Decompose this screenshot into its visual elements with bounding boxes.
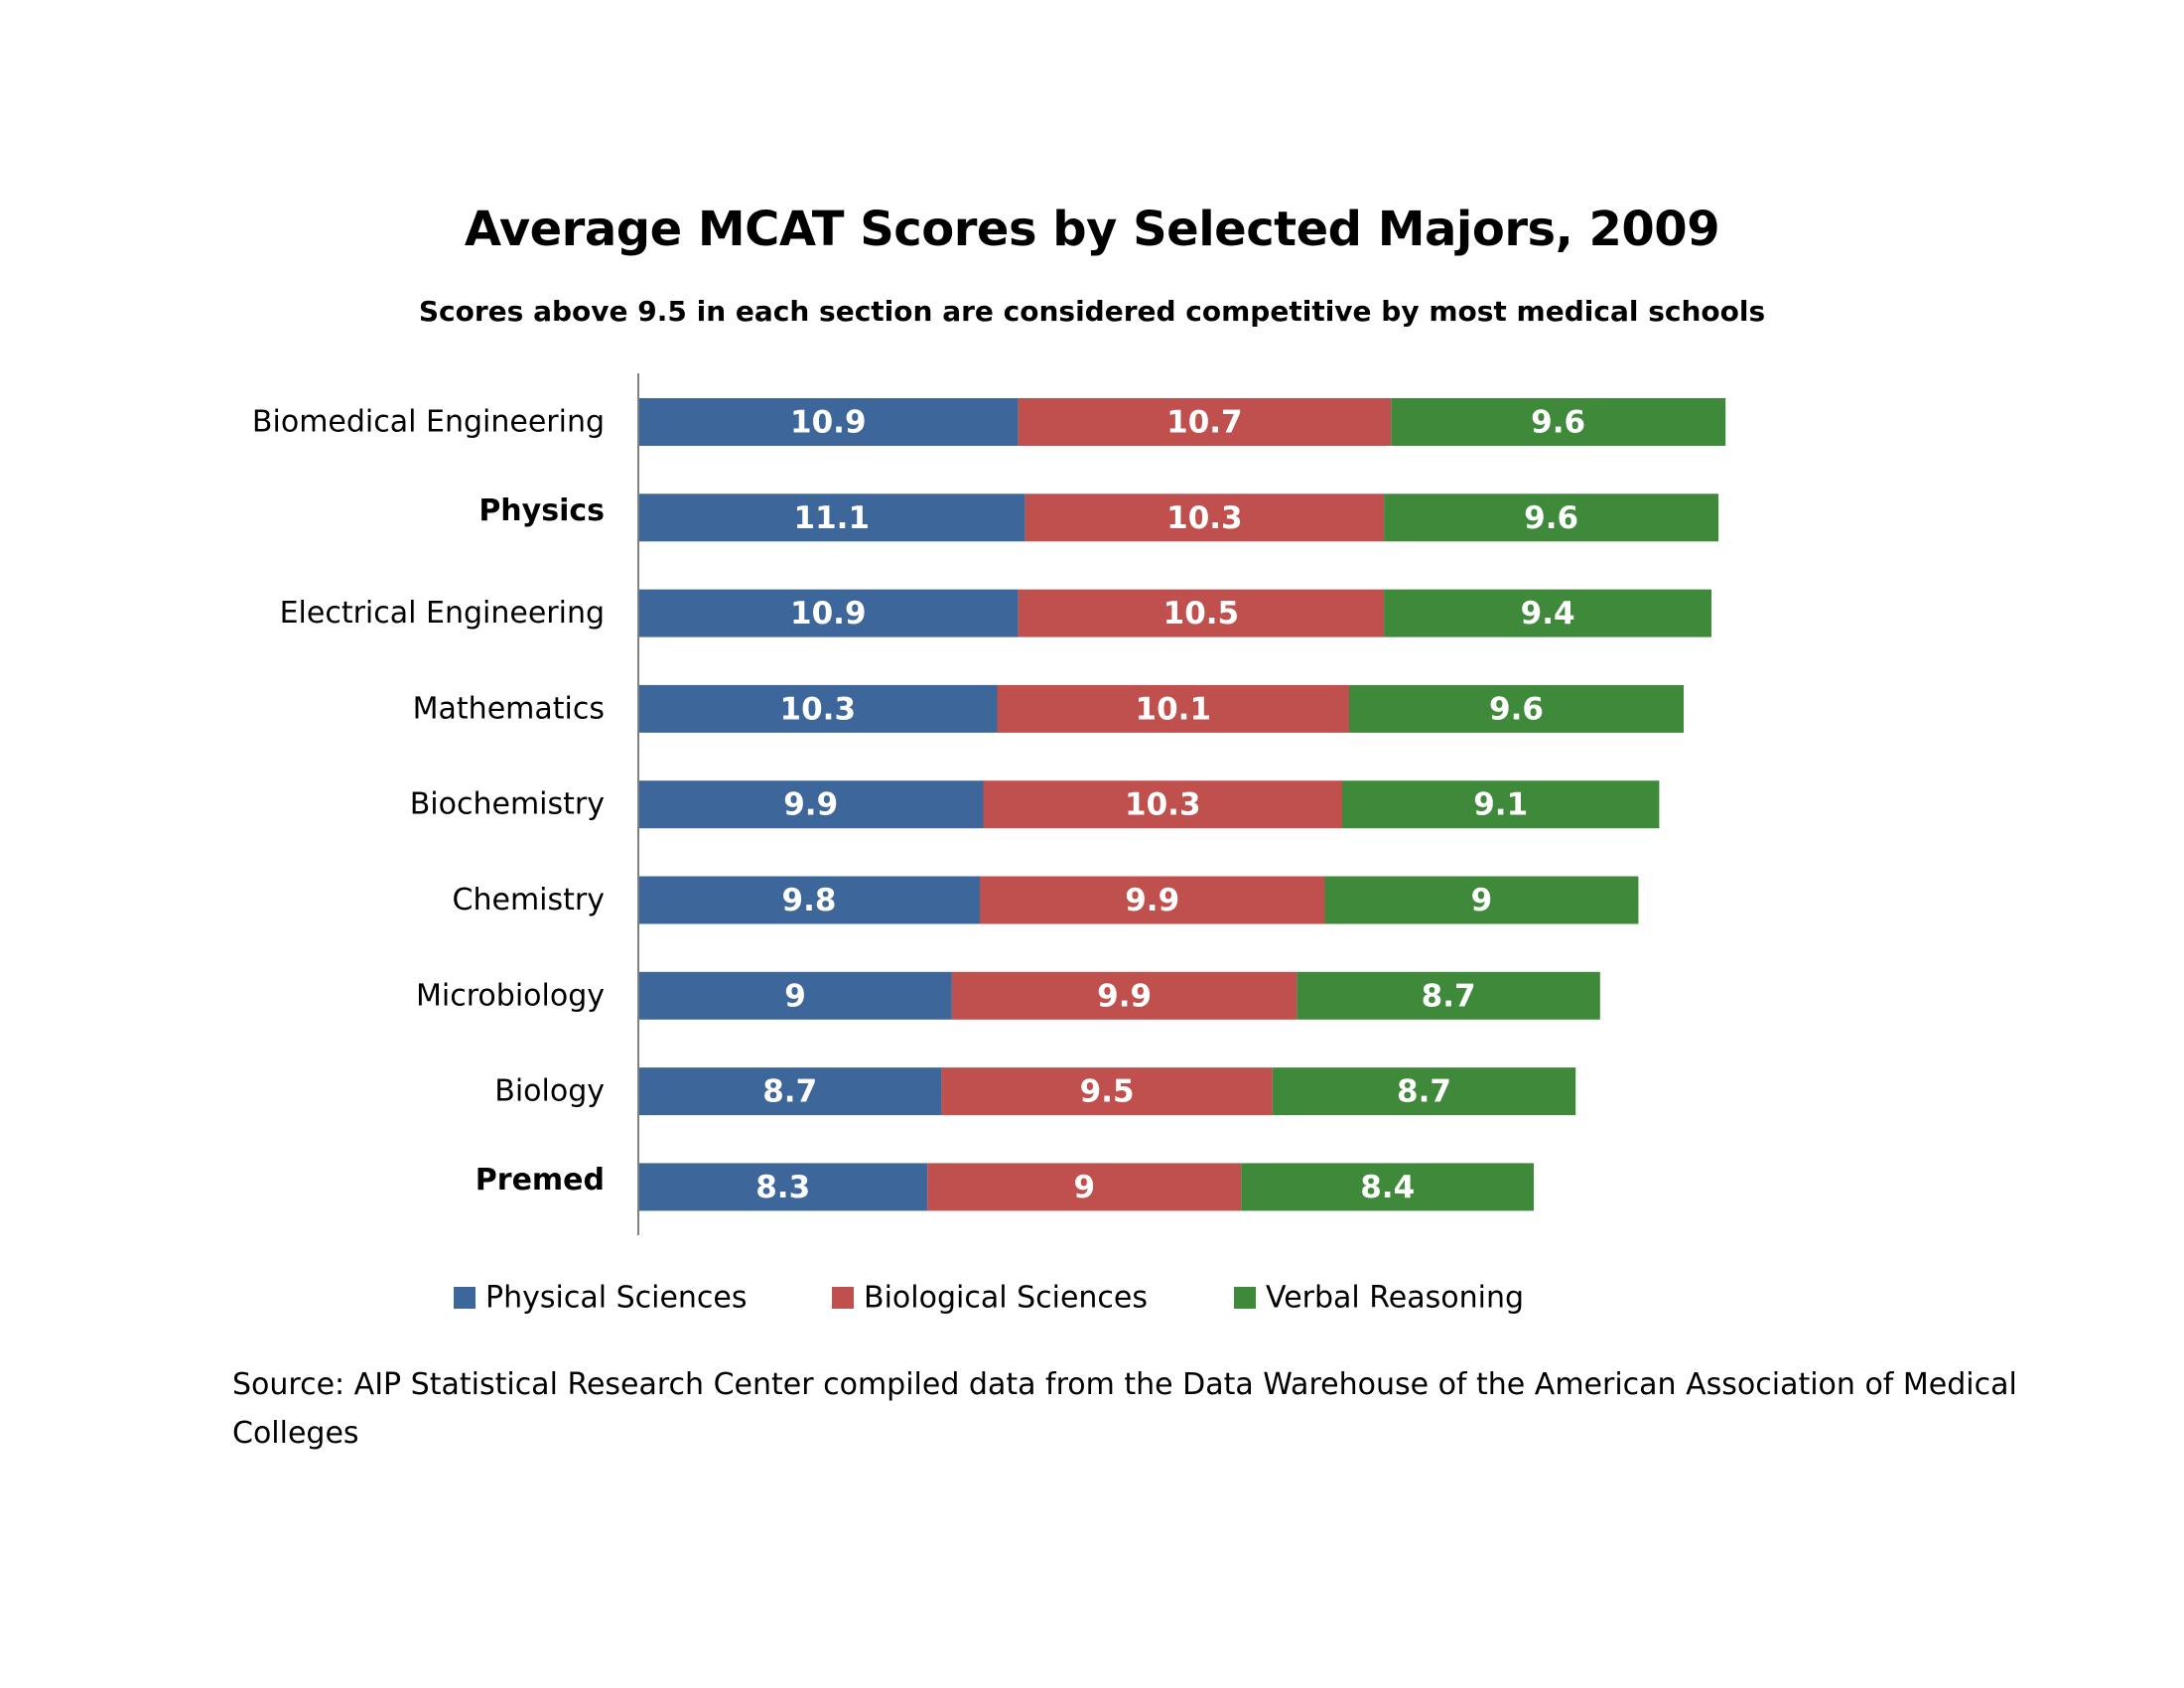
bar-physical-sciences-microbiology [638,971,952,1020]
bar-biological-sciences-biomedical-engineering [1018,398,1392,446]
bar-physical-sciences-physics [638,493,1025,542]
bar-verbal-reasoning-biomedical-engineering [1391,398,1726,446]
data-label-verbal-reasoning-microbiology: 8.7 [1422,978,1476,1014]
data-label-verbal-reasoning-physics: 9.6 [1524,500,1578,536]
data-label-physical-sciences-mathematics: 10.3 [780,691,857,727]
data-label-physical-sciences-biomedical-engineering: 10.9 [790,405,867,441]
bar-biological-sciences-chemistry [980,876,1325,924]
bar-physical-sciences-biomedical-engineering [638,398,1019,446]
data-label-physical-sciences-chemistry: 9.8 [782,883,837,918]
data-label-biological-sciences-biology: 9.5 [1080,1074,1135,1110]
category-label-chemistry: Chemistry [453,883,605,917]
data-label-verbal-reasoning-biology: 8.7 [1397,1074,1451,1110]
category-label-microbiology: Microbiology [416,978,605,1013]
data-label-verbal-reasoning-biochemistry: 9.1 [1473,787,1528,823]
data-label-verbal-reasoning-chemistry: 9 [1471,883,1493,918]
bar-biological-sciences-biochemistry [983,780,1342,829]
bar-physical-sciences-premed [638,1163,928,1211]
category-label-biochemistry: Biochemistry [410,787,605,822]
data-label-verbal-reasoning-biomedical-engineering: 9.6 [1531,405,1585,441]
data-label-biological-sciences-microbiology: 9.9 [1097,978,1152,1014]
data-label-physical-sciences-physics: 11.1 [794,500,871,536]
stacked-bar-chart: 10.9 10.7 9.6 11.1 10.3 9.6 10.9 10.5 9.4 10.3 10.… [252,373,1726,1316]
data-label-biological-sciences-biomedical-engineering: 10.7 [1166,405,1243,441]
category-label-physics: Physics [478,493,605,528]
bar-biological-sciences-biology [941,1067,1273,1116]
data-label-biological-sciences-premed: 9 [1074,1170,1096,1205]
source-note: Source: AIP Statistical Research Center … [232,1367,2017,1451]
bar-biological-sciences-physics [1024,493,1385,542]
bar-biological-sciences-microbiology [951,971,1297,1020]
bar-verbal-reasoning-biology [1272,1067,1576,1116]
bar-physical-sciences-chemistry [638,876,980,924]
bar-verbal-reasoning-chemistry [1324,876,1639,924]
legend-label-biological-sciences: Biological Sciences [864,1281,1148,1316]
legend-swatch-verbal-reasoning [1234,1287,1256,1309]
legend-swatch-biological-sciences [832,1287,854,1309]
data-label-biological-sciences-mathematics: 10.1 [1136,691,1212,727]
data-label-biological-sciences-biochemistry: 10.3 [1125,787,1201,823]
data-label-physical-sciences-electrical-engineering: 10.9 [790,596,867,632]
bar-physical-sciences-electrical-engineering [638,589,1019,637]
data-label-biological-sciences-electrical-engineering: 10.5 [1163,596,1240,632]
legend: Physical Sciences Biological Sciences Verb… [454,1281,1524,1316]
legend-label-physical-sciences: Physical Sciences [485,1281,748,1316]
category-label-mathematics: Mathematics [413,691,605,726]
bars-layer: 10.9 10.7 9.6 11.1 10.3 9.6 10.9 10.5 9.4 10.3 10.… [638,398,1726,1211]
bar-physical-sciences-biochemistry [638,780,984,829]
bar-physical-sciences-biology [638,1067,942,1116]
bar-physical-sciences-mathematics [638,684,998,733]
bar-verbal-reasoning-physics [1384,493,1719,542]
bar-verbal-reasoning-biochemistry [1342,780,1660,829]
bar-biological-sciences-electrical-engineering [1018,589,1385,637]
data-label-verbal-reasoning-mathematics: 9.6 [1489,691,1544,727]
data-label-physical-sciences-biochemistry: 9.9 [783,787,838,823]
data-label-physical-sciences-microbiology: 9 [784,978,806,1014]
category-label-electrical-engineering: Electrical Engineering [280,596,605,631]
data-label-biological-sciences-physics: 10.3 [1166,500,1243,536]
bar-biological-sciences-mathematics [997,684,1349,733]
data-label-physical-sciences-biology: 8.7 [762,1074,817,1110]
data-label-physical-sciences-premed: 8.3 [755,1170,810,1205]
bar-biological-sciences-premed [927,1163,1242,1211]
bar-verbal-reasoning-microbiology [1297,971,1600,1020]
data-label-verbal-reasoning-electrical-engineering: 9.4 [1521,596,1575,632]
category-label-biomedical-engineering: Biomedical Engineering [252,405,605,440]
legend-swatch-physical-sciences [454,1287,476,1309]
chart-title: Average MCAT Scores by Selected Majors, … [464,202,1720,257]
chart-subtitle: Scores above 9.5 in each section are con… [418,295,1766,328]
category-label-biology: Biology [494,1074,605,1109]
bar-verbal-reasoning-mathematics [1349,684,1684,733]
data-label-biological-sciences-chemistry: 9.9 [1125,883,1179,918]
category-labels: Biomedical Engineering Physics Electrical … [252,405,605,1197]
category-label-premed: Premed [476,1163,605,1197]
data-label-verbal-reasoning-premed: 8.4 [1360,1170,1415,1205]
bar-verbal-reasoning-electrical-engineering [1384,589,1711,637]
bar-verbal-reasoning-premed [1241,1163,1534,1211]
legend-label-verbal-reasoning: Verbal Reasoning [1266,1281,1524,1316]
